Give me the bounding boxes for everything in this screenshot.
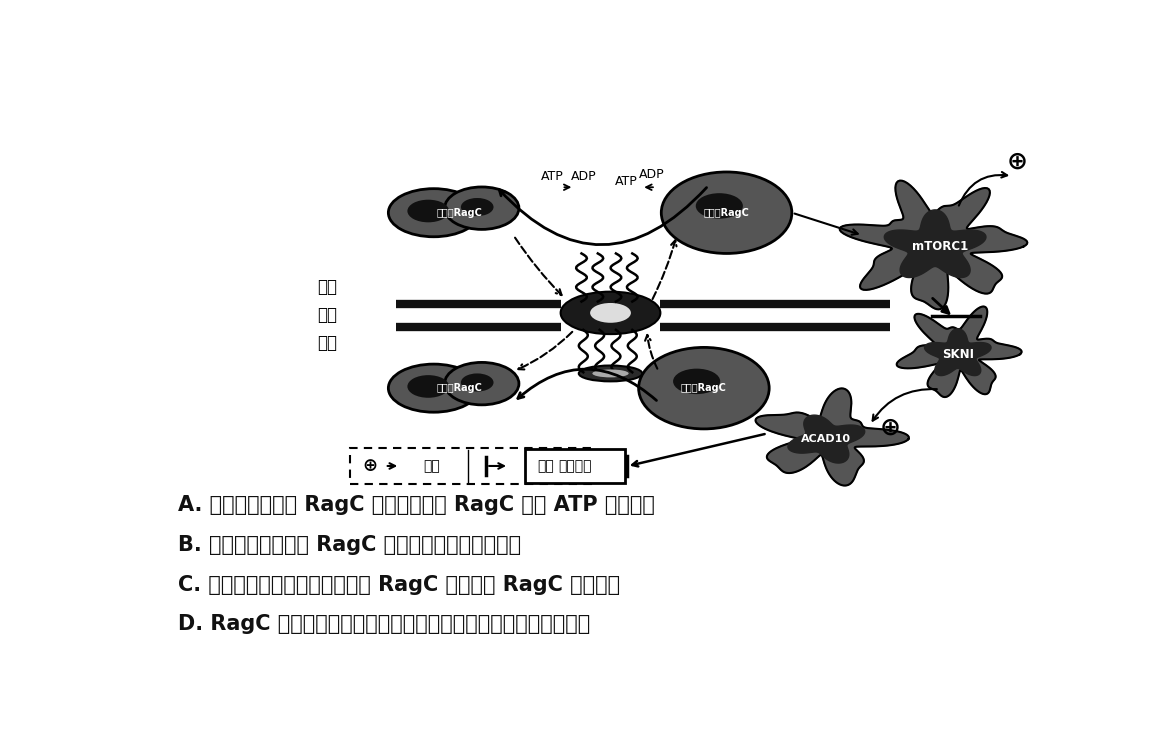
Ellipse shape <box>445 362 519 405</box>
Polygon shape <box>787 415 865 463</box>
Text: ⊕: ⊕ <box>880 416 900 440</box>
Ellipse shape <box>461 373 494 392</box>
Ellipse shape <box>560 292 660 334</box>
Text: ⊕: ⊕ <box>1006 150 1027 173</box>
Circle shape <box>661 172 792 254</box>
Ellipse shape <box>445 187 519 229</box>
Text: 无活型RagC: 无活型RagC <box>436 208 482 218</box>
Text: 细胞生长: 细胞生长 <box>558 459 592 473</box>
Text: D. RagC 蛋白复合物调控靶基因的表达与核质之间的信息交流有关: D. RagC 蛋白复合物调控靶基因的表达与核质之间的信息交流有关 <box>178 614 590 634</box>
Text: ⊕: ⊕ <box>363 457 378 475</box>
Text: ACAD10: ACAD10 <box>801 434 852 444</box>
Text: 无活型RagC: 无活型RagC <box>436 383 482 393</box>
FancyBboxPatch shape <box>350 448 591 484</box>
Ellipse shape <box>388 189 479 237</box>
Ellipse shape <box>590 303 631 323</box>
Text: 激活型RagC: 激活型RagC <box>681 383 727 393</box>
Ellipse shape <box>592 370 628 377</box>
Text: SKNI: SKNI <box>942 348 973 361</box>
Text: ATP: ATP <box>541 171 564 183</box>
Text: A. 细胞核中无活型 RagC 转化为激活型 RagC 需要 ATP 提供能量: A. 细胞核中无活型 RagC 转化为激活型 RagC 需要 ATP 提供能量 <box>178 495 655 515</box>
Polygon shape <box>840 181 1027 309</box>
Circle shape <box>639 348 769 429</box>
FancyBboxPatch shape <box>525 449 625 483</box>
Text: 核内: 核内 <box>317 334 337 352</box>
Text: 激活: 激活 <box>424 459 440 473</box>
Text: B. 据图分析，激活型 RagC 对细胞的生长起抑制作用: B. 据图分析，激活型 RagC 对细胞的生长起抑制作用 <box>178 535 521 555</box>
Text: mTORC1: mTORC1 <box>911 240 968 253</box>
Text: 激活型RagC: 激活型RagC <box>703 208 750 218</box>
Polygon shape <box>896 306 1021 397</box>
Ellipse shape <box>696 193 743 218</box>
Polygon shape <box>924 329 991 376</box>
Text: ATP: ATP <box>614 175 638 188</box>
Polygon shape <box>885 210 986 278</box>
Ellipse shape <box>579 365 642 381</box>
Ellipse shape <box>461 198 494 216</box>
Ellipse shape <box>673 369 721 394</box>
Text: 抑制: 抑制 <box>537 459 553 473</box>
Text: C. 抑制细胞呼吸不会影响激活型 RagC 和无活型 RagC 出入核孔: C. 抑制细胞呼吸不会影响激活型 RagC 和无活型 RagC 出入核孔 <box>178 575 620 595</box>
Text: 胞质: 胞质 <box>317 279 337 296</box>
Text: ADP: ADP <box>571 171 597 183</box>
Text: ADP: ADP <box>639 168 665 181</box>
Ellipse shape <box>407 200 449 222</box>
Polygon shape <box>756 388 909 486</box>
Text: 核膜: 核膜 <box>317 306 337 323</box>
Ellipse shape <box>407 375 449 398</box>
Ellipse shape <box>388 364 479 412</box>
